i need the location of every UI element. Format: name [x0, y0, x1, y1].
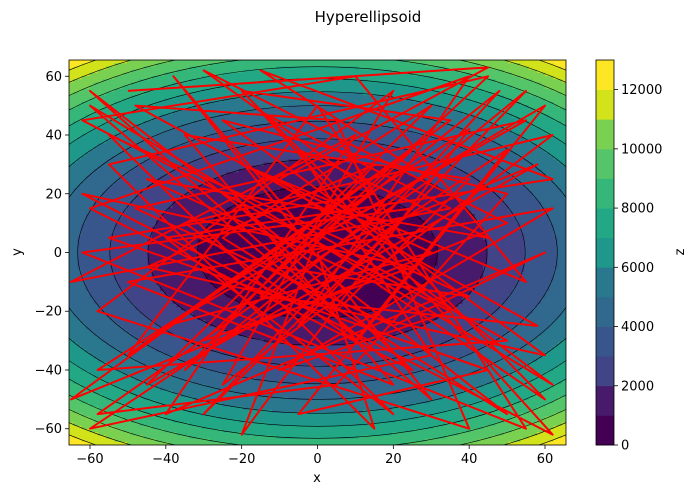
colorbar-segment [596, 208, 614, 239]
trajectory-path [70, 66, 554, 436]
colorbar-segment [596, 415, 614, 446]
colorbar-segment [596, 356, 614, 387]
colorbar-tick-label: 12000 [621, 83, 662, 98]
y-axis-label: y [10, 248, 25, 256]
colorbar-tick-label: 4000 [621, 320, 654, 335]
x-tick-label: 60 [537, 452, 554, 467]
plot-area [69, 60, 566, 445]
colorbar-segment [596, 148, 614, 179]
colorbar-segment [596, 237, 614, 268]
colorbar [596, 60, 614, 446]
x-axis-label: x [313, 471, 321, 486]
contour-line [69, 66, 566, 439]
colorbar-segment [596, 60, 614, 91]
colorbar-segment [596, 89, 614, 120]
y-tick-label: −20 [35, 305, 62, 320]
x-tick-label: 0 [313, 452, 321, 467]
colorbar-ticks: 0 2000 4000 6000 8000 10000 12000 [614, 83, 662, 454]
y-tick-label: 0 [54, 246, 62, 261]
colorbar-label: z [673, 248, 688, 255]
x-tick-label: −40 [152, 452, 179, 467]
colorbar-frame [595, 59, 615, 446]
colorbar-tick-label: 6000 [621, 261, 654, 276]
y-tick-label: 40 [45, 129, 62, 144]
colorbar-segment [596, 385, 614, 416]
y-tick-label: −40 [35, 363, 62, 378]
y-tick-label: 60 [45, 70, 62, 85]
chart-title: Hyperellipsoid [315, 8, 422, 26]
x-axis: −60 −40 −20 0 20 40 60 [76, 445, 553, 467]
x-tick-label: 40 [461, 452, 478, 467]
x-tick-label: 20 [385, 452, 402, 467]
contour-line [77, 120, 558, 385]
x-tick-label: −60 [76, 452, 103, 467]
colorbar-tick-label: 2000 [621, 379, 654, 394]
colorbar-segment [596, 178, 614, 209]
colorbar-segment [596, 326, 614, 357]
colorbar-segment [596, 267, 614, 298]
colorbar-tick-label: 10000 [621, 142, 662, 157]
colorbar-tick-label: 8000 [621, 202, 654, 217]
y-tick-label: 20 [45, 187, 62, 202]
colorbar-segment [596, 119, 614, 150]
colorbar-segment [596, 296, 614, 327]
y-axis: −60 −40 −20 0 20 40 60 [35, 70, 69, 437]
contour-line [109, 138, 526, 367]
x-tick-label: −20 [228, 452, 255, 467]
y-tick-label: −60 [35, 422, 62, 437]
colorbar-tick-label: 0 [621, 439, 629, 454]
